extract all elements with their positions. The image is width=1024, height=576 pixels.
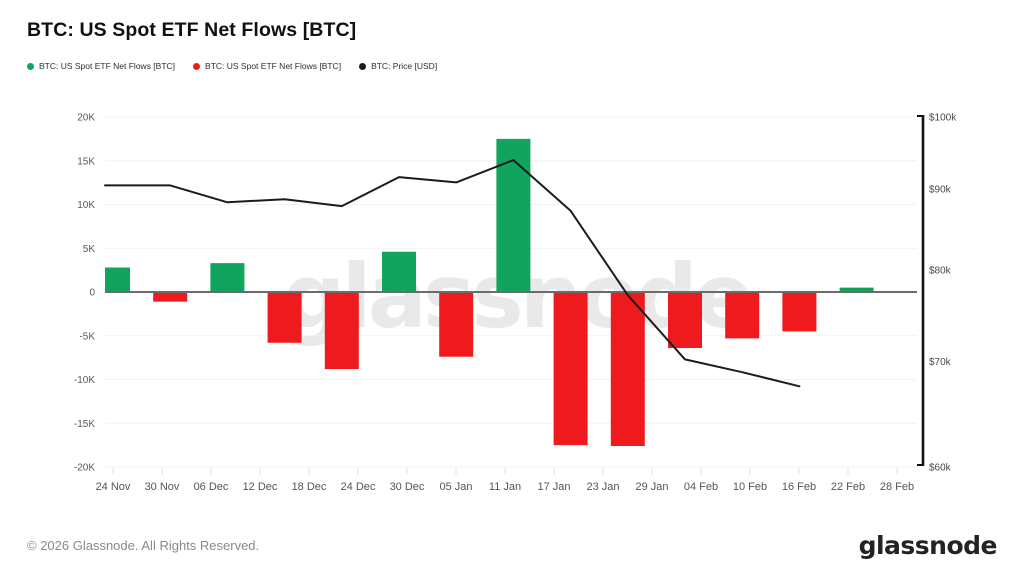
netflow-bar-05-jan[interactable] [439,292,474,357]
x-axis-tick-label: 24 Dec [341,481,376,493]
left-axis-tick-label: 0 [89,288,95,299]
x-axis-tick-label: 05 Jan [439,481,472,493]
netflow-bar-19-jan[interactable] [553,292,588,446]
x-axis-tick-label: 30 Dec [390,481,425,493]
black-dot-icon [359,62,367,70]
x-axis-tick-label: 06 Dec [194,481,229,493]
x-axis-tick-label: 29 Jan [635,481,668,493]
green-dot-icon [27,62,34,70]
right-axis-tick-label: $80k [929,265,952,276]
netflow-bar-26-jan[interactable] [610,292,645,446]
netflow-bar-16-feb[interactable] [782,292,817,332]
netflow-bar-22-dec[interactable] [324,292,359,369]
netflow-bar-02-feb[interactable] [668,292,702,348]
left-axis-tick-label: 10K [77,200,95,211]
netflow-bar-01-dec[interactable] [153,292,188,302]
left-axis-tick-label: 5K [83,244,96,255]
price-line[interactable] [104,159,801,388]
copyright-text: © 2026 Glassnode. All Rights Reserved. [27,538,260,553]
right-axis-tick-label: $70k [929,357,952,368]
glassnode-logo: glassnode [858,531,998,560]
x-axis-tick-label: 11 Jan [489,481,521,493]
netflow-bar-23-feb[interactable] [839,287,874,292]
left-axis-tick-label: -15K [74,419,95,430]
x-axis-tick-label: 16 Feb [782,481,816,493]
right-axis-tick-label: $100k [929,113,957,124]
x-axis-tick-label: 17 Jan [537,481,570,493]
x-axis-tick-label: 30 Nov [145,481,180,493]
legend-item-price[interactable]: BTC: Price [USD] [359,61,437,71]
left-axis-tick-label: 20K [77,113,95,124]
red-dot-icon [193,62,201,70]
netflow-bar-15-dec[interactable] [267,292,302,343]
right-axis-tick-label: $90k [929,185,952,196]
legend-item-netflows-red[interactable]: BTC: US Spot ETF Net Flows [BTC] [193,61,341,71]
legend-item-netflows-green[interactable]: BTC: US Spot ETF Net Flows [BTC] [27,61,175,71]
x-axis-tick-label: 04 Feb [684,481,718,493]
x-axis-tick-label: 12 Dec [243,481,278,493]
page-title: BTC: US Spot ETF Net Flows [BTC] [27,19,357,41]
legend: BTC: US Spot ETF Net Flows [BTC] BTC: US… [27,61,437,71]
netflow-bar-12-jan[interactable] [496,138,531,292]
netflow-bar-08-dec[interactable] [210,263,245,292]
x-axis-tick-label: 23 Jan [586,481,619,493]
right-axis-tick-label: $60k [929,463,952,474]
left-axis-tick-label: -20K [74,463,95,474]
left-axis-tick-label: -10K [74,375,95,386]
x-axis-tick-label: 10 Feb [733,481,767,493]
x-axis-tick-label: 28 Feb [880,481,914,493]
x-axis-tick-label: 22 Feb [831,481,865,493]
netflow-bar-24-nov[interactable] [105,267,130,293]
netflow-bar-09-feb[interactable] [725,292,760,339]
left-axis-tick-label: -5K [79,331,95,342]
netflow-bar-29-dec[interactable] [382,251,416,292]
left-axis-tick-label: 15K [77,156,95,167]
x-axis-tick-label: 18 Dec [292,481,327,493]
x-axis-tick-label: 24 Nov [96,481,131,493]
